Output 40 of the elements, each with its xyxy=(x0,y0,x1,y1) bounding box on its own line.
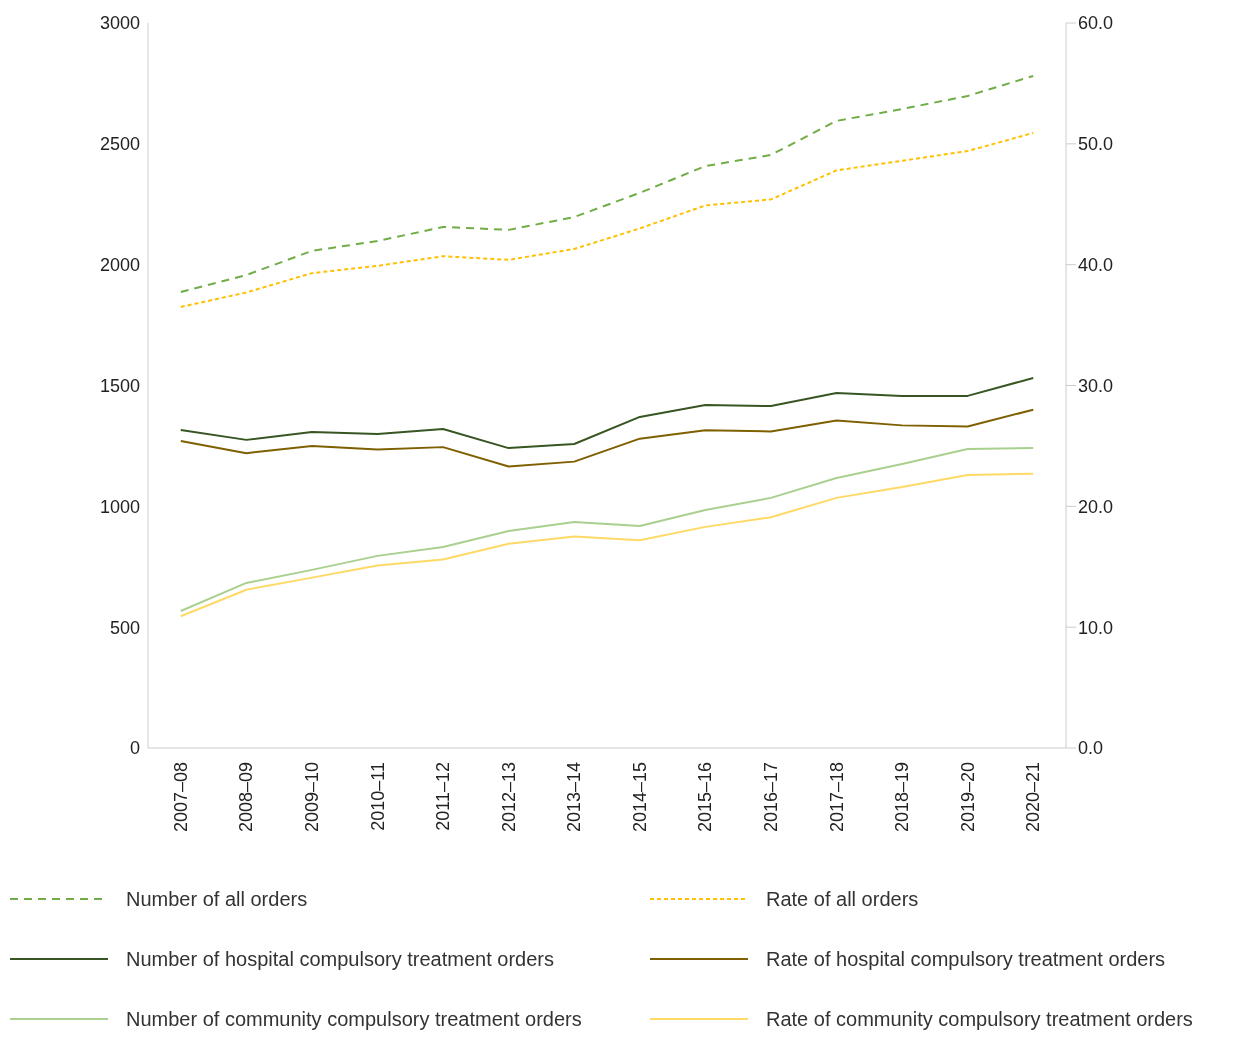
y-tick-label: 500 xyxy=(109,617,140,638)
x-tick-label: 2018–19 xyxy=(892,762,913,833)
line-series xyxy=(179,131,1035,308)
x-tick-label: 2017–18 xyxy=(826,762,847,833)
legend-label: Rate of hospital compulsory treatment orders xyxy=(766,947,1166,971)
x-tick-label: 2019–20 xyxy=(957,762,978,833)
y2-tick-label: 20.0 xyxy=(1078,496,1114,517)
legend-label: Number of hospital compulsory treatment orders xyxy=(126,947,554,971)
y2-tick-label: 30.0 xyxy=(1078,375,1114,396)
x-tick-label: 2015–16 xyxy=(695,762,716,833)
x-tick-label: 2013–14 xyxy=(564,762,585,833)
y-tick-label: 1000 xyxy=(99,496,140,517)
y-tick-label: 2500 xyxy=(99,134,140,155)
y2-tick-label: 60.0 xyxy=(1078,13,1114,34)
x-tick-label: 2020–21 xyxy=(1023,762,1044,833)
x-tick-label: 2009–10 xyxy=(301,762,322,833)
y-tick-label: 0 xyxy=(129,738,140,759)
y2-tick-label: 50.0 xyxy=(1078,134,1114,155)
y2-tick-label: 10.0 xyxy=(1078,617,1114,638)
legend-label: Number of all orders xyxy=(126,887,308,911)
x-tick-label: 2011–12 xyxy=(433,762,454,831)
legend-label: Number of community compulsory treatment orders xyxy=(126,1007,582,1031)
y-tick-label: 3000 xyxy=(99,13,140,34)
y2-tick-label: 0.0 xyxy=(1078,738,1104,759)
x-tick-label: 2012–13 xyxy=(498,762,519,833)
line-series xyxy=(179,74,1035,293)
y-tick-label: 1500 xyxy=(99,375,140,396)
y-tick-label: 2000 xyxy=(99,255,140,276)
legend-label: Rate of community compulsory treatment orders xyxy=(766,1007,1193,1031)
x-tick-label: 2010–11 xyxy=(367,762,388,831)
x-tick-label: 2014–15 xyxy=(629,762,650,833)
x-tick-label: 2016–17 xyxy=(760,762,781,833)
legend-label: Rate of all orders xyxy=(766,887,919,911)
y2-tick-label: 40.0 xyxy=(1078,255,1114,276)
x-tick-label: 2007–08 xyxy=(170,762,191,833)
line-series xyxy=(179,472,1035,618)
line-series xyxy=(179,377,1035,450)
line-series xyxy=(179,447,1035,612)
x-tick-label: 2008–09 xyxy=(236,762,257,833)
line-series xyxy=(179,408,1035,468)
